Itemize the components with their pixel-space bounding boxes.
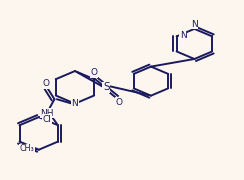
Text: O: O [42,79,50,88]
Text: N: N [180,31,187,40]
Text: N: N [191,20,198,29]
Text: Cl: Cl [43,115,52,124]
Text: N: N [71,99,78,108]
Text: CH₃: CH₃ [19,144,34,153]
Text: O: O [90,68,97,77]
Text: S: S [103,82,110,92]
Text: NH: NH [41,109,54,118]
Text: O: O [115,98,122,107]
